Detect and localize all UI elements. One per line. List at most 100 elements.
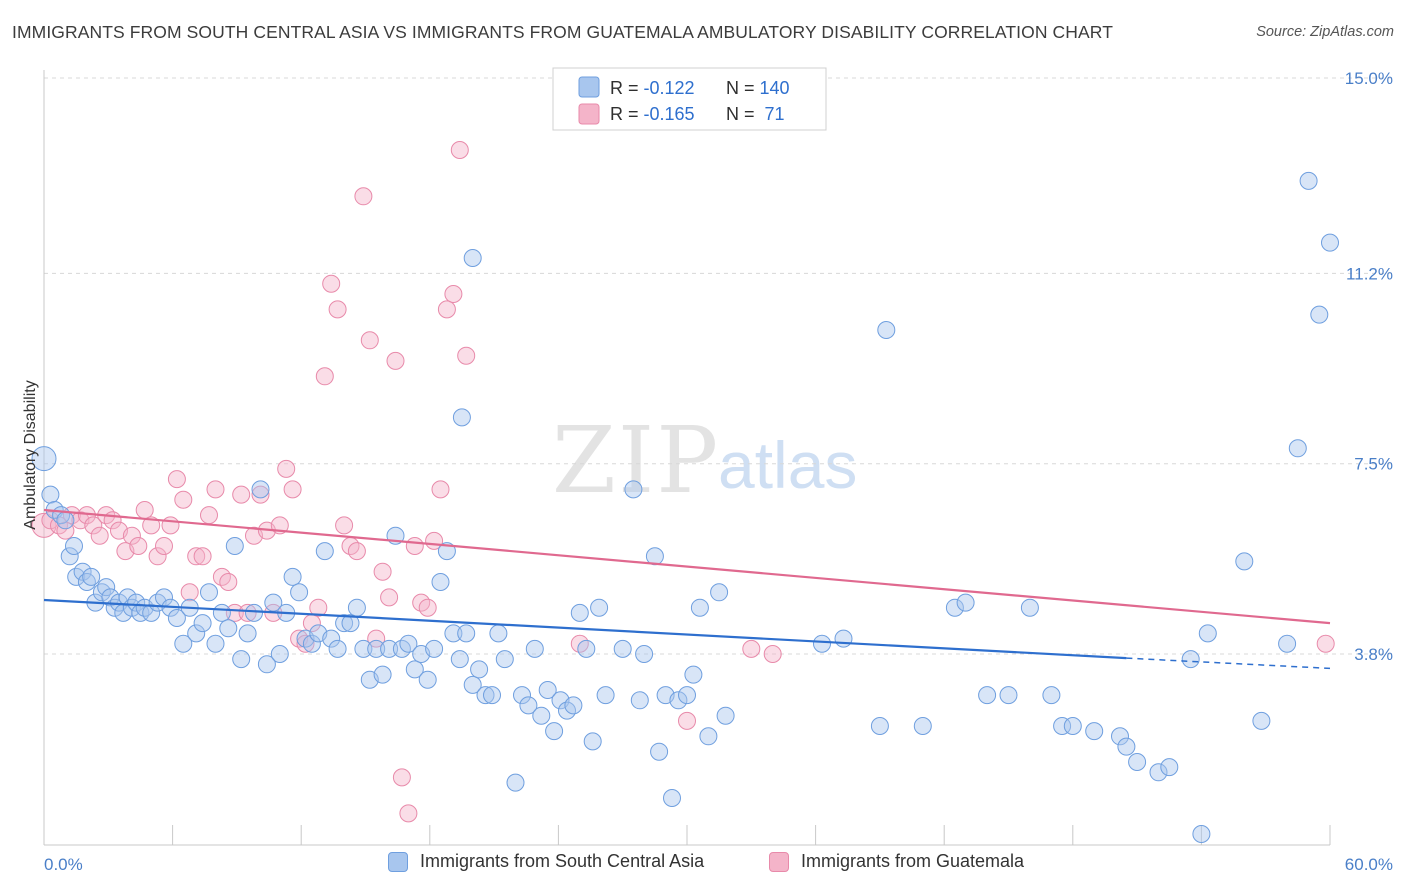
south-central-asia-point <box>450 650 469 669</box>
legend-n-label-1: N = <box>726 78 760 98</box>
guatemala-point <box>431 480 450 499</box>
south-central-asia-point <box>945 598 964 617</box>
south-central-asia-point <box>452 408 471 427</box>
guatemala-point <box>322 274 341 293</box>
south-central-asia-point <box>328 639 347 658</box>
south-central-asia-point <box>635 645 654 663</box>
watermark-atlas: atlas <box>718 428 857 502</box>
south-central-asia-point <box>1111 727 1129 746</box>
south-central-asia-point <box>367 639 386 658</box>
guatemala-point <box>167 470 186 489</box>
stats-legend: R = -0.122 N = 140 R = -0.165 N = 71 <box>552 67 827 131</box>
south-central-asia-point <box>187 624 206 643</box>
south-central-asia-points <box>31 171 1339 843</box>
south-central-asia-point <box>1288 439 1307 458</box>
south-central-asia-point <box>870 717 889 735</box>
south-central-asia-point <box>270 645 289 663</box>
south-central-asia-point <box>1198 624 1217 643</box>
guatemala-point <box>335 516 354 535</box>
south-central-asia-point <box>341 614 360 633</box>
guatemala-point <box>84 516 103 535</box>
south-central-asia-point <box>1117 737 1136 756</box>
guatemala-point <box>41 511 60 530</box>
bottom-legend: Immigrants from South Central Asia Immig… <box>0 851 1406 879</box>
south-central-asia-point <box>690 598 709 617</box>
guatemala-point <box>399 804 418 823</box>
south-central-asia-point <box>425 639 444 658</box>
guatemala-point <box>135 501 154 519</box>
guatemala-point <box>161 516 180 535</box>
south-central-asia-point <box>1149 763 1168 782</box>
guatemala-point <box>347 542 366 561</box>
south-central-asia-point <box>245 603 263 622</box>
south-central-asia-point <box>1278 634 1297 653</box>
y-tick-label-2: 11.2% <box>1346 264 1393 283</box>
south-central-asia-point <box>532 706 551 725</box>
guatemala-point <box>155 537 173 555</box>
guatemala-point <box>309 598 328 617</box>
guatemala-point <box>277 459 296 478</box>
south-central-asia-point <box>483 686 501 705</box>
south-central-asia-point <box>1321 233 1339 252</box>
south-central-asia-point <box>405 660 424 679</box>
south-central-asia-point <box>431 573 450 591</box>
south-central-asia-point <box>538 681 557 699</box>
watermark-zip: ZIP <box>552 407 720 514</box>
legend-r-label-1: R = <box>610 78 644 98</box>
south-central-asia-point <box>82 567 101 586</box>
guatemala-point <box>450 141 469 159</box>
south-central-asia-point <box>716 706 735 725</box>
south-central-asia-point <box>684 665 703 684</box>
guatemala-point <box>219 573 238 591</box>
south-central-asia-point <box>956 593 975 612</box>
legend-item-south-central-asia: Immigrants from South Central Asia <box>388 851 704 872</box>
guatemala-point <box>206 480 225 499</box>
south-central-asia-point <box>570 603 589 622</box>
guatemala-point <box>418 598 437 617</box>
south-central-asia-point <box>476 686 495 705</box>
y-axis-label: Ambulatory Disability <box>22 380 39 529</box>
south-central-asia-point <box>60 547 79 566</box>
south-central-asia-point <box>525 639 544 658</box>
south-central-asia-point <box>590 598 609 617</box>
south-central-asia-point <box>444 624 463 643</box>
south-central-asia-point <box>219 619 238 638</box>
guatemala-point <box>232 485 251 504</box>
south-central-asia-point <box>212 603 231 622</box>
south-central-asia-point <box>596 686 615 705</box>
guatemala-point <box>360 331 379 350</box>
legend-r-value-2: -0.165 <box>644 104 695 124</box>
south-central-asia-point <box>583 732 602 751</box>
south-central-asia-point <box>56 511 75 530</box>
south-central-asia-point <box>174 634 193 653</box>
south-central-asia-point <box>489 624 508 643</box>
south-central-asia-point <box>1020 598 1039 617</box>
legend-swatch-guatemala <box>769 851 789 872</box>
south-central-asia-point <box>1181 650 1200 669</box>
south-central-asia-point <box>322 629 341 648</box>
south-central-asia-point <box>238 624 257 643</box>
south-central-asia-point <box>1252 711 1271 730</box>
legend-n-label-2: N = <box>726 104 760 124</box>
svg-text:R = -0.165: R = -0.165 <box>610 104 695 124</box>
legend-swatch-blue <box>578 76 600 98</box>
gridlines <box>44 77 1392 655</box>
y-tick-label-1: 7.5% <box>1354 455 1393 474</box>
y-tick-label-0: 3.8% <box>1354 645 1393 664</box>
chart-title: IMMIGRANTS FROM SOUTH CENTRAL ASIA VS IM… <box>12 22 1113 42</box>
south-central-asia-point <box>65 537 83 555</box>
guatemala-point <box>1316 634 1335 653</box>
south-central-asia-point <box>463 249 482 267</box>
guatemala-point <box>444 285 463 303</box>
guatemala-point <box>315 367 334 386</box>
south-central-asia-point <box>142 603 161 622</box>
south-central-asia-point <box>577 639 596 658</box>
legend-label-south-central-asia: Immigrants from South Central Asia <box>420 851 705 871</box>
x-tick-label-max: 60.0% <box>1345 855 1393 874</box>
south-central-asia-point <box>302 634 321 653</box>
guatemala-point <box>142 516 161 535</box>
south-central-asia-point <box>127 593 146 612</box>
guatemala-point <box>129 537 148 555</box>
south-central-asia-point <box>470 660 489 679</box>
